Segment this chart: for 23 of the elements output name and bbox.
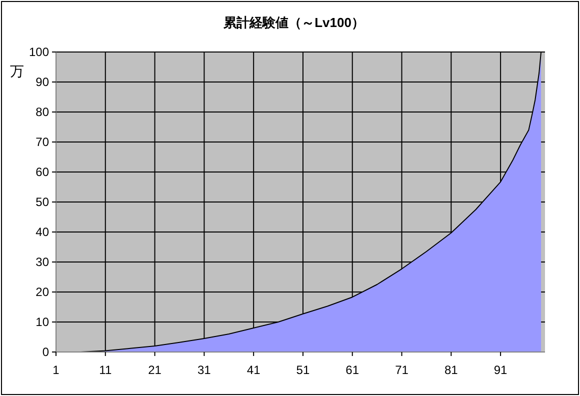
x-tick-label: 61 <box>346 363 360 377</box>
x-tick-label: 1 <box>52 363 60 377</box>
y-tick-label: 70 <box>36 135 50 150</box>
x-tick-label: 91 <box>494 363 508 377</box>
y-tick-label: 10 <box>36 315 50 330</box>
y-axis-title: 万 <box>10 63 24 79</box>
y-tick-label: 60 <box>36 165 50 180</box>
x-tick-label: 71 <box>395 363 409 377</box>
x-tick-label: 31 <box>198 363 212 377</box>
chart-title: 累計経験値（～Lv100） <box>222 15 364 30</box>
y-tick-label: 100 <box>28 45 50 60</box>
x-tick-label: 11 <box>99 363 112 377</box>
y-tick-label: 0 <box>42 345 50 360</box>
x-tick-label: 41 <box>246 363 261 377</box>
y-tick-label: 50 <box>36 195 50 210</box>
x-tick-label: 81 <box>444 363 458 377</box>
y-tick-label: 90 <box>36 75 50 90</box>
x-tick-label: 21 <box>148 363 162 377</box>
y-tick-label: 20 <box>36 285 50 300</box>
y-tick-label: 80 <box>36 105 50 120</box>
y-tick-label: 30 <box>36 255 50 270</box>
y-tick-label: 40 <box>36 225 50 240</box>
x-tick-label: 51 <box>296 363 310 377</box>
